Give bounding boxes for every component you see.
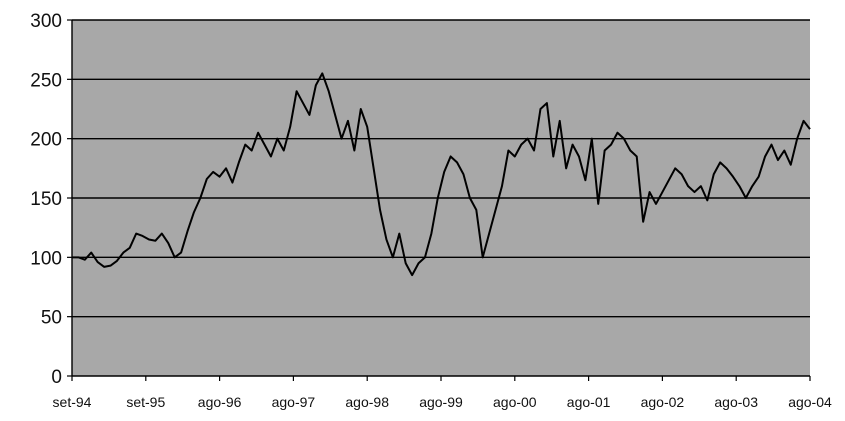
x-tick-label: ago-96 [198, 394, 242, 410]
x-tick-label: ago-98 [345, 394, 389, 410]
x-tick-label: set-95 [126, 394, 165, 410]
gridlines [72, 19, 810, 318]
y-tick-label: 300 [30, 11, 62, 32]
x-tick-label: ago-00 [493, 394, 537, 410]
series-line-0 [72, 72, 811, 277]
series-group [72, 72, 811, 277]
y-tick-label: 200 [30, 130, 62, 151]
y-tick-label: 100 [30, 248, 62, 269]
x-tick-label: ago-01 [567, 394, 611, 410]
x-axis-ticks: set-94 set-95 ago-96 ago-97 ago-98 ago-99 ago-… [53, 376, 832, 410]
y-axis-ticks: 0 50 100 150 200 250 300 [30, 11, 72, 388]
y-tick-label: 50 [41, 308, 62, 329]
x-tick-label: ago-99 [419, 394, 463, 410]
x-tick-label: ago-03 [714, 394, 758, 410]
x-tick-label: ago-02 [641, 394, 685, 410]
x-tick-label: set-94 [53, 394, 92, 410]
x-tick-label: ago-04 [788, 394, 832, 410]
x-tick-label: ago-97 [272, 394, 316, 410]
y-tick-label: 0 [51, 367, 62, 388]
y-tick-label: 150 [30, 189, 62, 210]
y-tick-label: 250 [30, 70, 62, 91]
